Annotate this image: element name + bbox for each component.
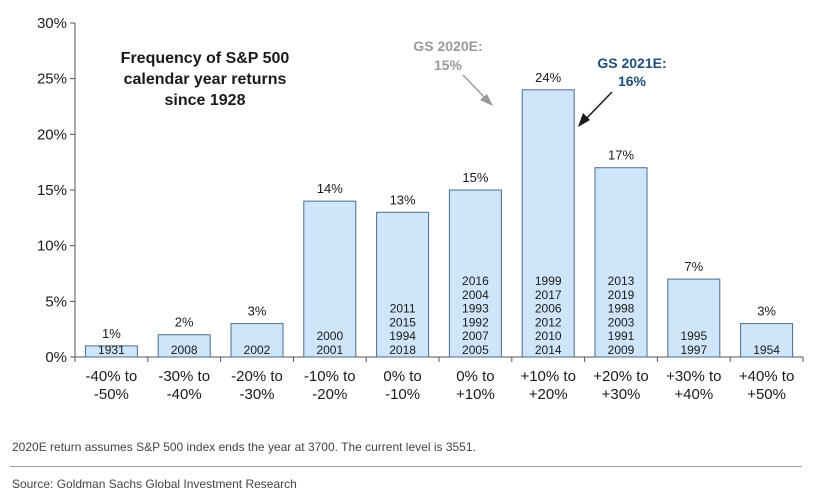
annotation-arrowhead [480,94,493,106]
bar-year-label: 2017 [535,288,562,302]
footnote: 2020E return assumes S&P 500 index ends … [12,440,476,454]
bar-year-label: 2018 [389,343,416,357]
bar-value-label: 2% [175,315,194,330]
bar-value-label: 24% [535,70,561,85]
bar-value-label: 1% [102,326,121,341]
bar-year-label: 2010 [535,329,562,343]
bar [376,211,430,358]
chart-title: Frequency of S&P 500 [121,50,290,67]
chart-title: calendar year returns [124,71,287,88]
x-tick-label: -30% [239,386,274,403]
bar-year-label: 2014 [535,343,562,357]
bar-year-label: 2019 [608,288,635,302]
bar-year-label: 1999 [535,274,562,288]
bar-year-label: 2013 [608,274,635,288]
bar-value-label: 3% [757,304,776,319]
bar-year-label: 1992 [462,315,489,329]
source-note: Source: Goldman Sachs Global Investment … [12,477,297,491]
y-tick-label: 10% [37,238,67,255]
bar [667,278,721,358]
bar-value-label: 17% [608,148,634,163]
x-tick-label: -30% to [158,368,210,385]
bar-year-label: 1995 [680,329,707,343]
bar [448,189,502,358]
annotation-text: GS 2021E: [597,55,666,71]
bar-year-label: 2016 [462,274,489,288]
bar-year-label: 1998 [608,302,635,316]
y-tick-label: 5% [45,293,67,310]
bar-year-label: 1931 [98,343,125,357]
bar-year-label: 2000 [316,329,343,343]
x-tick-label: -10% to [304,368,356,385]
bar-year-label: 2005 [462,343,489,357]
bar-year-label: 1991 [608,329,635,343]
bar [303,200,357,358]
bar-year-label: 2003 [608,315,635,329]
bar [521,89,575,358]
bar-value-label: 14% [317,181,343,196]
annotation-text: 15% [434,57,463,73]
y-tick-label: 25% [37,71,67,88]
x-tick-label: +40% [674,386,713,403]
bar-year-label: 1997 [680,343,707,357]
annotation-arrow [582,91,613,123]
bar-year-label: 2006 [535,302,562,316]
x-tick-label: -40% to [86,368,138,385]
bar [740,323,794,358]
y-tick-label: 20% [37,126,67,143]
x-tick-label: +30% [602,386,641,403]
bar-year-label: 1994 [389,329,416,343]
bar [157,334,211,358]
bar-year-label: 2012 [535,315,562,329]
x-tick-label: +20% [529,386,568,403]
bar [230,323,284,358]
bar-year-label: 1954 [753,343,780,357]
y-tick-label: 30% [37,15,67,32]
x-tick-label: -50% [94,386,129,403]
y-tick-label: 15% [37,182,67,199]
bar-value-label: 7% [684,259,703,274]
annotation-arrow [462,74,489,102]
x-tick-label: +50% [747,386,786,403]
bar-year-label: 2008 [171,343,198,357]
annotation-arrowhead [578,113,590,127]
bar [594,167,648,358]
chart-svg: 0% 5% 10% 15% 20% 25% 30% 1% 1931 -40% to-50% 2% 20… [37,15,804,403]
bar [84,345,138,358]
x-tick-label: +10% [456,386,495,403]
x-tick-label: 0% to [456,368,494,385]
annotation-text: GS 2020E: [413,38,482,54]
x-tick-label: +30% to [666,368,721,385]
bar-year-label: 2007 [462,329,489,343]
bar-year-label: 2002 [244,343,271,357]
bar-year-label: 2015 [389,315,416,329]
x-tick-label: +10% to [520,368,575,385]
chart-title: since 1928 [165,92,246,109]
y-tick-label: 0% [45,349,67,366]
bar-year-label: 2001 [316,343,343,357]
bar-value-label: 3% [248,304,267,319]
bar-year-label: 2011 [390,302,416,316]
bar-value-label: 13% [390,192,416,207]
x-tick-label: -20% [312,386,347,403]
bar-year-label: 2009 [608,343,635,357]
bar-year-label: 1993 [462,302,489,316]
x-tick-label: +40% to [739,368,794,385]
x-tick-label: +20% to [593,368,648,385]
bar-year-label: 2004 [462,288,489,302]
x-tick-label: -40% [167,386,202,403]
divider [10,466,802,467]
x-tick-label: -20% to [231,368,283,385]
annotation-text: 16% [618,73,647,89]
x-tick-label: 0% to [383,368,421,385]
x-tick-label: -10% [385,386,420,403]
bar-value-label: 15% [462,170,488,185]
